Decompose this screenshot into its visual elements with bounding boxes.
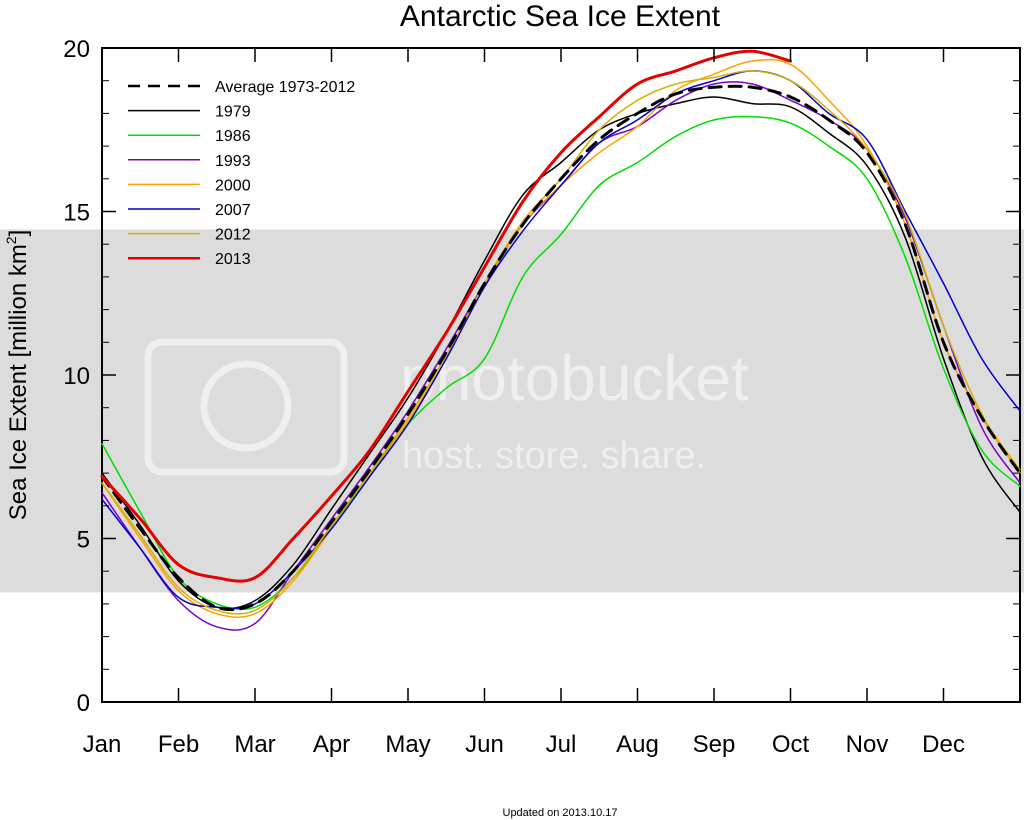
ticks-layer: 0 5 10 15 20 Jan Feb Mar Apr May Jun Jul Aug Sep Oct No… <box>63 36 1021 758</box>
series-line-2013 <box>100 49 792 583</box>
x-tick-label: Jan <box>83 731 122 758</box>
x-tick-label: Nov <box>846 731 889 758</box>
series-line-1979 <box>101 96 1021 610</box>
series-line-average-1973-2012 <box>100 84 1022 612</box>
legend-label: 1986 <box>215 128 251 145</box>
legend-label: Average 1973-2012 <box>215 79 355 96</box>
legend-label: 2007 <box>215 202 251 219</box>
y-tick-label: 0 <box>77 690 90 717</box>
x-tick-label: Mar <box>234 731 275 758</box>
y-axis-label-superscript: 2 <box>3 236 19 244</box>
watermark-main-text: photobucket <box>400 342 749 414</box>
legend-label: 2000 <box>215 177 251 194</box>
legend-label: 2012 <box>215 227 251 244</box>
y-tick-label: 10 <box>63 363 90 390</box>
x-tick-label: May <box>385 731 430 758</box>
x-tick-label: Dec <box>922 731 965 758</box>
x-tick-label: Jun <box>465 731 504 758</box>
x-tick-label: Feb <box>158 731 199 758</box>
chart-title: Antarctic Sea Ice Extent <box>400 0 721 33</box>
x-tick-label: Apr <box>313 731 350 758</box>
legend-label: 1993 <box>215 153 251 170</box>
y-axis-label-tail: ] <box>5 230 32 237</box>
y-axis-label: Sea Ice Extent [million km2] <box>3 230 32 521</box>
legend: Average 1973-2012 1979 1986 1993 2000 2007 201… <box>128 79 355 268</box>
photobucket-watermark: photobucket host. store. share. <box>144 338 749 477</box>
updated-footer: Updated on 2013.10.17 <box>503 807 618 819</box>
watermark-sub-text: host. store. share. <box>402 435 706 477</box>
shaded-band <box>0 229 1024 593</box>
x-tick-label: Aug <box>616 731 659 758</box>
series-lines-layer <box>100 49 1022 631</box>
shaded-band-layer <box>0 229 1024 593</box>
y-tick-label: 5 <box>77 527 90 554</box>
series-line-1986 <box>101 115 1021 611</box>
legend-label: 2013 <box>215 251 251 268</box>
y-axis-label-main: Sea Ice Extent [million km <box>5 244 32 520</box>
x-tick-label: Sep <box>693 731 736 758</box>
x-tick-label: Oct <box>772 731 810 758</box>
y-tick-label: 15 <box>63 200 90 227</box>
watermark-camera-body <box>144 338 348 476</box>
x-tick-label: Jul <box>546 731 577 758</box>
y-tick-label: 20 <box>63 36 90 63</box>
watermark-camera-lens <box>200 360 292 452</box>
legend-label: 1979 <box>215 104 251 121</box>
